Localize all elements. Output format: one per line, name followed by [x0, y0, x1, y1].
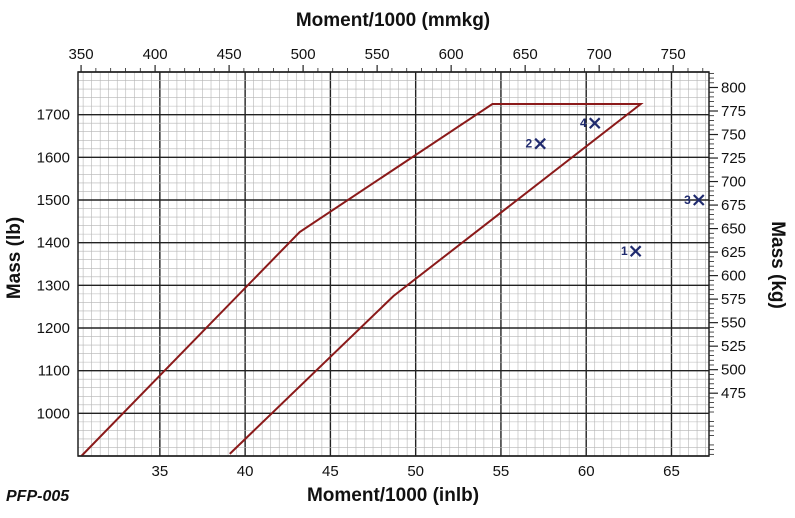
- data-point-4: 4: [580, 116, 601, 130]
- point-marker: [588, 117, 601, 129]
- y-left-tick-label: 1700: [37, 107, 70, 124]
- y-right-tick-label: 650: [721, 221, 746, 238]
- grid: [78, 71, 709, 457]
- x-bottom-tick-label: 50: [407, 463, 424, 480]
- x-bottom-tick-label: 35: [152, 463, 169, 480]
- x-top-tick-label: 500: [291, 46, 316, 63]
- y-left-tick-label: 1400: [37, 235, 70, 252]
- x-top-tick-label: 350: [69, 46, 94, 63]
- point-label: 1: [621, 244, 628, 258]
- y-right-tick-label: 750: [721, 127, 746, 144]
- x-bottom-tick-label: 45: [322, 463, 339, 480]
- y-right-tick-label: 575: [721, 291, 746, 308]
- x-top-axis-title: Moment/1000 (mmkg): [296, 10, 490, 31]
- x-top-tick-label: 700: [587, 46, 612, 63]
- x-bottom-axis-title: Moment/1000 (inlb): [307, 485, 479, 506]
- y-right-tick-label: 550: [721, 315, 746, 332]
- point-label: 4: [580, 116, 587, 130]
- point-marker: [629, 245, 642, 257]
- data-point-3: 3: [684, 193, 705, 207]
- x-top-tick-label: 450: [217, 46, 242, 63]
- y-left-tick-label: 1500: [37, 192, 70, 209]
- data-points: 1 2 3 4: [525, 116, 705, 258]
- x-bottom-tick-label: 65: [663, 463, 680, 480]
- data-point-1: 1: [621, 244, 642, 258]
- y-left-axis-title: Mass (lb): [4, 217, 25, 299]
- plot-frame: [77, 71, 710, 457]
- x-bottom-tick-label: 40: [237, 463, 254, 480]
- y-right-tick-label: 800: [721, 79, 746, 96]
- point-marker: [534, 137, 546, 150]
- x-top-tick-label: 550: [365, 46, 390, 63]
- y-left-tick-label: 1600: [37, 149, 70, 166]
- x-bottom-tick-label: 55: [493, 463, 510, 480]
- figure-id: PFP-005: [6, 488, 70, 505]
- point-label: 2: [525, 137, 532, 151]
- y-right-axis-title: Mass (kg): [767, 221, 788, 309]
- x-top-tick-label: 400: [143, 46, 168, 63]
- y-right-tick-label: 725: [721, 150, 746, 167]
- x-bottom-tick-label: 60: [578, 463, 595, 480]
- y-left-tick-label: 1100: [38, 363, 70, 380]
- y-left-tick-label: 1000: [37, 405, 70, 422]
- y-right-tick-label: 700: [721, 174, 746, 191]
- y-left-tick-label: 1200: [37, 320, 70, 337]
- y-right-tick-label: 625: [721, 244, 746, 261]
- point-marker: [692, 194, 705, 206]
- data-point-2: 2: [525, 137, 546, 151]
- envelope-line: [80, 103, 644, 457]
- y-right-tick-label: 600: [721, 268, 746, 285]
- x-top-tick-label: 600: [439, 46, 464, 63]
- y-right-tick-label: 525: [721, 338, 746, 355]
- x-top-tick-label: 650: [513, 46, 538, 63]
- x-top-tick-label: 750: [661, 46, 686, 63]
- y-right-tick-label: 775: [721, 103, 746, 120]
- envelope: [80, 103, 644, 457]
- y-left-tick-label: 1300: [37, 277, 70, 294]
- point-label: 3: [684, 193, 691, 207]
- y-right-tick-label: 675: [721, 197, 746, 214]
- y-right-tick-label: 500: [721, 362, 746, 379]
- y-right-tick-label: 475: [721, 385, 746, 402]
